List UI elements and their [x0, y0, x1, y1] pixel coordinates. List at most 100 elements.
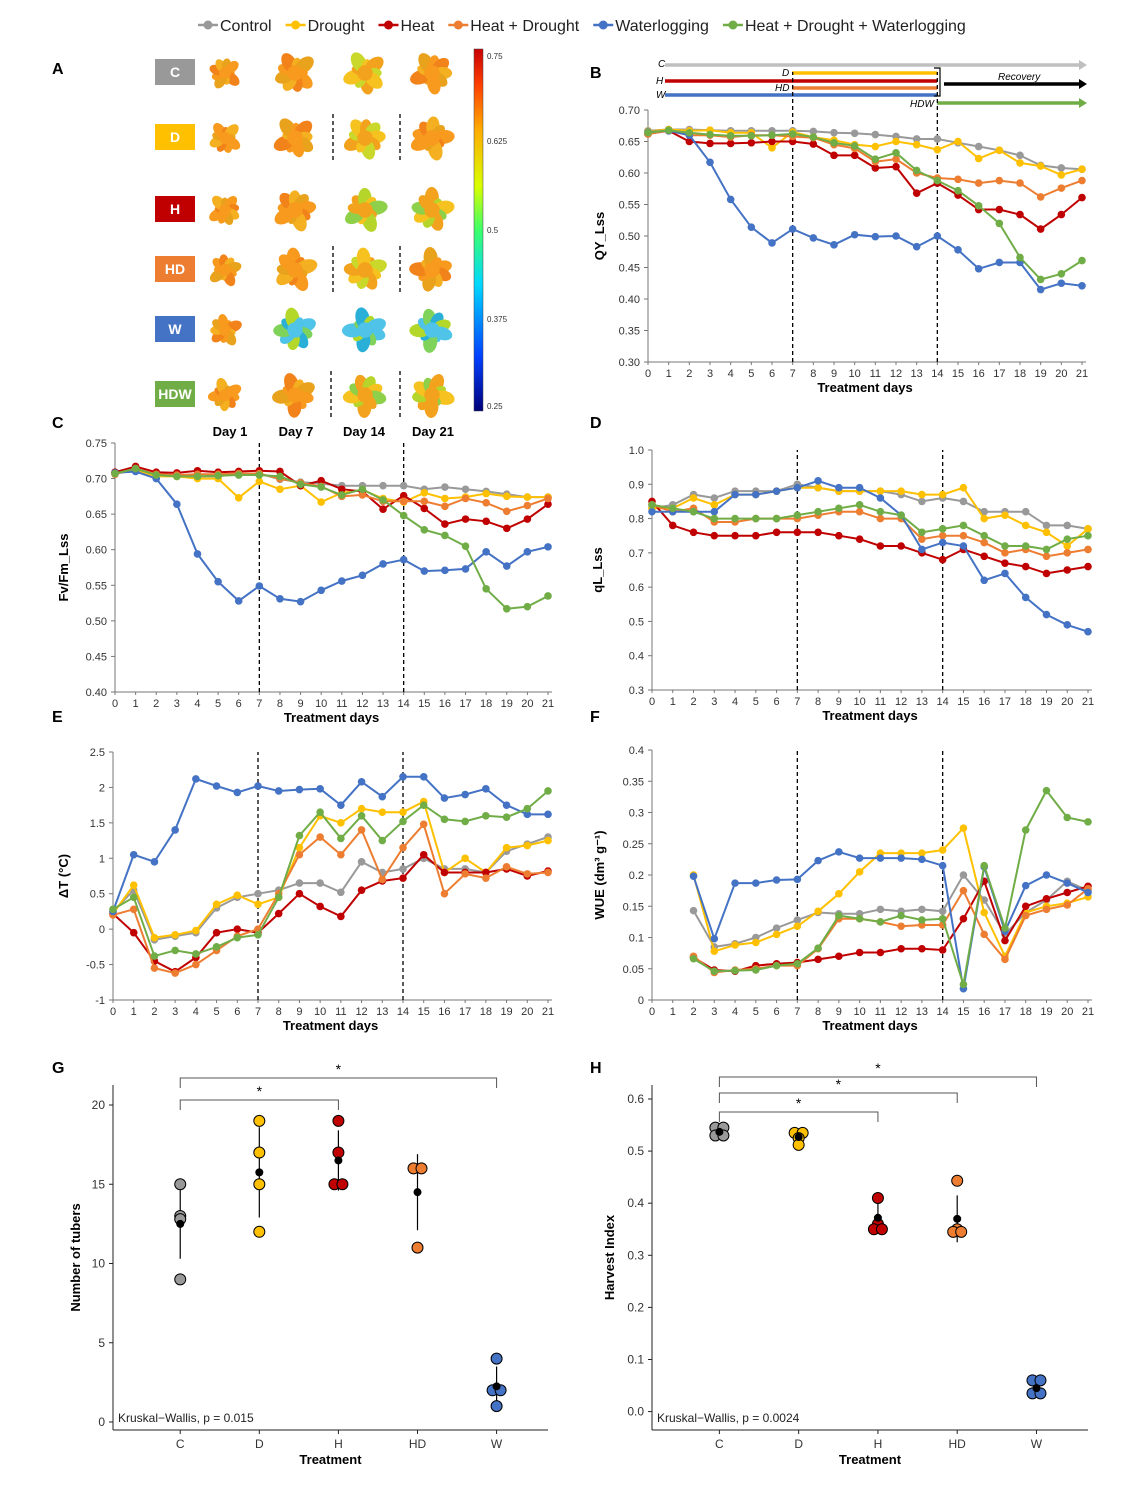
x-tick-label: 9: [296, 1006, 302, 1018]
y-tick-label: 0.8: [629, 514, 644, 526]
group-W: [486, 1352, 507, 1413]
timeline-label: C: [658, 59, 666, 70]
data-point: [131, 464, 140, 473]
x-tick-label: W: [1031, 1437, 1043, 1451]
data-point: [918, 905, 926, 914]
panel-letter: A: [52, 61, 64, 78]
treatment-badge: [155, 196, 195, 222]
data-point: [938, 531, 947, 540]
data-point: [1021, 826, 1030, 834]
data-point: [1042, 786, 1051, 795]
treatment-badge: [155, 381, 195, 407]
x-tick-label: 18: [1020, 1006, 1032, 1018]
data-point: [918, 528, 926, 537]
data-point: [1042, 905, 1051, 914]
x-tick-label: 0: [112, 698, 118, 710]
data-point: [1036, 285, 1045, 294]
data-point: [254, 931, 262, 939]
data-point: [296, 597, 305, 606]
data-point: [980, 531, 988, 540]
data-point: [233, 788, 242, 797]
data-point: [1036, 225, 1045, 233]
data-point: [710, 507, 719, 516]
x-tick-label: 3: [711, 1006, 717, 1018]
data-point: [150, 952, 159, 960]
x-tick-label: D: [255, 1437, 264, 1451]
plant-image: [341, 307, 386, 353]
x-tick-label: 16: [978, 696, 990, 708]
plant-image: [207, 377, 242, 412]
data-point: [317, 483, 325, 491]
data-point: [855, 854, 864, 862]
data-point: [1021, 881, 1030, 890]
treatment-badge-label: H: [170, 201, 180, 217]
data-point: [685, 137, 694, 146]
data-point: [772, 930, 781, 939]
data-point: [253, 1114, 266, 1127]
plant-image: [343, 52, 384, 95]
chart-H: H 0.0 0.1 0.2 0.3 0.4 0.5 0.6 C D H HD W Treatment Har…: [590, 1060, 1088, 1467]
x-tick-label: 21: [542, 1006, 554, 1018]
data-point: [918, 916, 926, 924]
data-point: [980, 538, 988, 547]
rosette-center: [287, 202, 303, 218]
kruskal-wallis-annotation: Kruskal−Wallis, p = 0.0024: [657, 1411, 800, 1425]
data-point: [664, 126, 673, 134]
group-mean: [873, 1213, 882, 1222]
data-point: [399, 808, 407, 817]
data-point: [1001, 955, 1009, 964]
y-tick-label: 0.1: [627, 1352, 644, 1366]
data-point: [482, 548, 490, 556]
data-point: [502, 562, 511, 570]
data-point: [276, 472, 284, 481]
x-tick-label: 6: [769, 368, 775, 380]
data-point: [747, 132, 756, 140]
data-point: [274, 787, 283, 795]
x-axis-title: Treatment days: [284, 710, 379, 725]
y-tick-label: 0.60: [619, 168, 640, 180]
data-point: [980, 908, 988, 917]
y-tick-label: 0.05: [623, 964, 644, 976]
data-point: [731, 966, 739, 975]
data-point: [502, 524, 511, 533]
rosette-center: [357, 387, 373, 403]
panel-letter: E: [52, 709, 63, 726]
x-axis-title: Treatment: [839, 1452, 902, 1467]
data-point: [150, 858, 159, 866]
data-point: [954, 186, 962, 195]
x-tick-label: 16: [978, 1006, 990, 1018]
data-point: [814, 907, 822, 916]
data-point: [1021, 521, 1030, 530]
x-tick-label: 16: [438, 1006, 450, 1018]
plant-image: [342, 374, 387, 418]
data-point: [150, 964, 159, 972]
data-point: [1042, 569, 1051, 578]
data-point: [253, 1225, 266, 1238]
data-point: [378, 836, 387, 845]
significance-star: *: [796, 1095, 802, 1111]
y-axis-title: ΔT (°C): [56, 854, 71, 898]
data-point: [461, 515, 470, 523]
data-point: [814, 528, 822, 537]
treatment-badge-label: HDW: [158, 386, 192, 402]
timeline-label: W: [656, 90, 667, 101]
timeline-arrowhead: [1079, 98, 1087, 108]
data-point: [150, 933, 159, 942]
plant-image: [409, 308, 453, 353]
x-tick-label: 13: [916, 696, 928, 708]
data-point: [338, 577, 346, 585]
plant-image: [209, 195, 240, 226]
data-point: [689, 906, 698, 915]
data-point: [689, 494, 698, 502]
x-axis-title: Treatment days: [822, 708, 917, 723]
legend-item: Waterlogging: [593, 18, 709, 35]
data-point: [918, 849, 926, 857]
series-line: [647, 129, 1083, 281]
data-point: [959, 483, 968, 492]
data-point: [295, 850, 304, 859]
plant-image: [276, 247, 318, 292]
series-line: [692, 888, 1089, 974]
plant-image: [274, 190, 317, 232]
data-point: [399, 773, 407, 781]
data-point: [855, 501, 864, 509]
